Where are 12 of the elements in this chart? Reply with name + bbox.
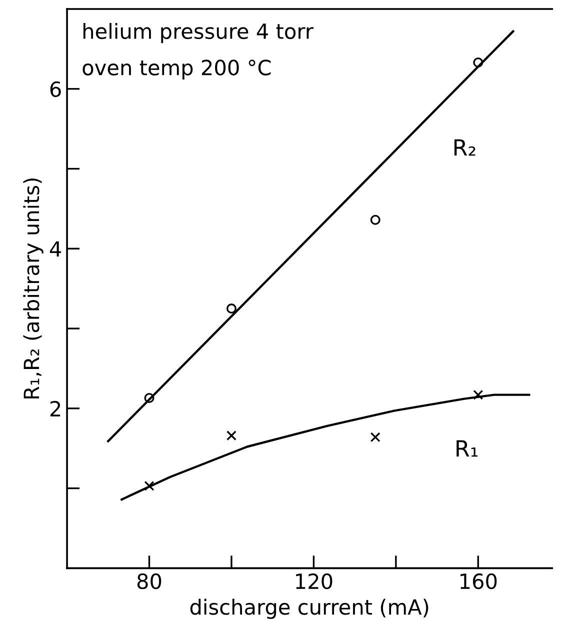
y-axis-title: R₁,R₂ (arbitrary units) bbox=[23, 178, 44, 398]
series-label: R₁ bbox=[456, 440, 478, 457]
annotation: oven temp 200 °C bbox=[82, 60, 271, 80]
y-tick-label: 2 bbox=[50, 400, 60, 416]
annotation: helium pressure 4 torr bbox=[83, 22, 314, 44]
y-tick-label: 4 bbox=[50, 241, 61, 257]
x-axis-title: discharge current (mA) bbox=[190, 598, 428, 619]
x-tick-label: 120 bbox=[296, 573, 332, 590]
x-tick-label: 80 bbox=[137, 573, 162, 590]
y-tick-label: 6 bbox=[50, 81, 61, 98]
series-label: R₂ bbox=[454, 139, 476, 156]
x-tick-label: 160 bbox=[460, 573, 497, 590]
